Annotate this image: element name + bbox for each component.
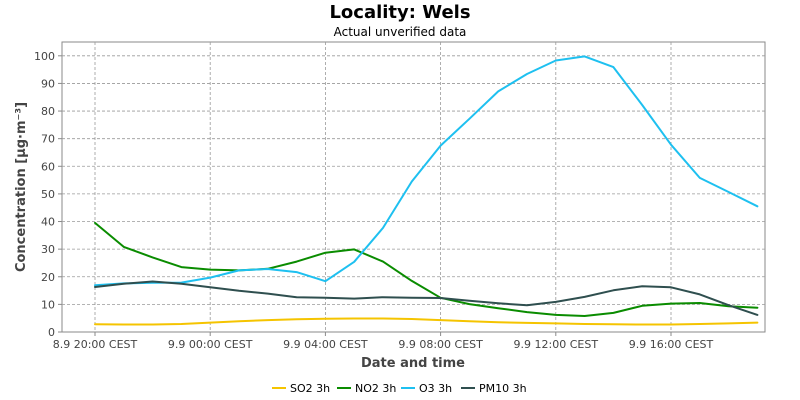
legend: SO2 3h NO2 3h O3 3h PM10 3h — [272, 382, 527, 395]
x-tick-label: 9.9 08:00 CEST — [398, 338, 483, 351]
series-line-so2-3h — [94, 317, 759, 326]
y-tick-label: 90 — [41, 77, 55, 90]
legend-item: SO2 3h — [272, 382, 330, 395]
x-axis: 8.9 20:00 CEST 9.9 00:00 CEST 9.9 04:00 CE… — [53, 332, 714, 351]
chart-subtitle: Actual unverified data — [334, 25, 467, 39]
x-tick-label: 9.9 16:00 CEST — [629, 338, 714, 351]
y-tick-label: 30 — [41, 243, 55, 256]
series-line-no2-3h — [94, 221, 759, 317]
x-tick-label: 9.9 04:00 CEST — [283, 338, 368, 351]
x-tick-label: 8.9 20:00 CEST — [53, 338, 138, 351]
x-tick-label: 9.9 00:00 CEST — [168, 338, 253, 351]
y-axis-label: Concentration [µg·m⁻³] — [14, 102, 29, 272]
y-tick-label: 60 — [41, 160, 55, 173]
chart-title: Locality: Wels — [329, 2, 470, 23]
y-tick-label: 70 — [41, 133, 55, 146]
legend-item: PM10 3h — [461, 382, 527, 395]
legend-label: NO2 3h — [355, 382, 396, 395]
y-tick-label: 10 — [41, 298, 55, 311]
x-axis-label: Date and time — [361, 356, 465, 371]
legend-item: NO2 3h — [337, 382, 396, 395]
y-tick-label: 100 — [34, 50, 55, 63]
y-tick-label: 80 — [41, 105, 55, 118]
grid-layer — [62, 42, 765, 332]
series-line-pm10-3h — [94, 280, 759, 316]
series-line-o3-3h — [94, 55, 759, 287]
y-tick-label: 50 — [41, 188, 55, 201]
x-tick-label: 9.9 12:00 CEST — [514, 338, 599, 351]
legend-label: O3 3h — [419, 382, 452, 395]
y-axis: 0 10 20 30 40 50 60 70 80 90 100 — [34, 50, 62, 339]
y-tick-label: 0 — [48, 326, 55, 339]
y-tick-label: 40 — [41, 216, 55, 229]
legend-label: SO2 3h — [290, 382, 330, 395]
plot-area — [61, 41, 766, 333]
legend-label: PM10 3h — [479, 382, 527, 395]
legend-item: O3 3h — [401, 382, 452, 395]
series-layer — [94, 55, 759, 326]
plot-frame — [61, 41, 766, 333]
y-tick-label: 20 — [41, 271, 55, 284]
